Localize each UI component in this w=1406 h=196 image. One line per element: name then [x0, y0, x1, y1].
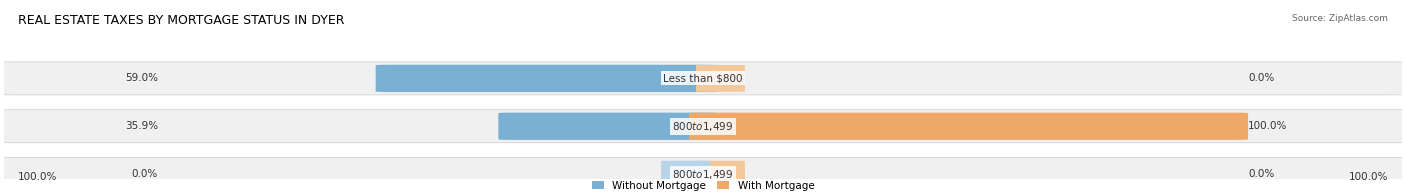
Text: $800 to $1,499: $800 to $1,499 — [672, 168, 734, 181]
FancyBboxPatch shape — [0, 110, 1406, 143]
FancyBboxPatch shape — [661, 161, 710, 188]
Text: 0.0%: 0.0% — [1249, 169, 1274, 179]
Text: Less than $800: Less than $800 — [664, 73, 742, 83]
Text: 0.0%: 0.0% — [1249, 73, 1274, 83]
FancyBboxPatch shape — [375, 65, 717, 92]
Legend: Without Mortgage, With Mortgage: Without Mortgage, With Mortgage — [588, 176, 818, 195]
Text: 59.0%: 59.0% — [125, 73, 157, 83]
Text: 100.0%: 100.0% — [1249, 121, 1288, 131]
FancyBboxPatch shape — [498, 113, 717, 140]
FancyBboxPatch shape — [0, 62, 1406, 95]
Text: REAL ESTATE TAXES BY MORTGAGE STATUS IN DYER: REAL ESTATE TAXES BY MORTGAGE STATUS IN … — [18, 14, 344, 27]
FancyBboxPatch shape — [689, 113, 1249, 140]
Text: 100.0%: 100.0% — [1348, 172, 1388, 182]
Text: 100.0%: 100.0% — [18, 172, 58, 182]
Text: Source: ZipAtlas.com: Source: ZipAtlas.com — [1292, 14, 1388, 23]
Text: $800 to $1,499: $800 to $1,499 — [672, 120, 734, 133]
FancyBboxPatch shape — [696, 161, 745, 188]
Text: 0.0%: 0.0% — [132, 169, 157, 179]
FancyBboxPatch shape — [696, 65, 745, 92]
FancyBboxPatch shape — [0, 158, 1406, 191]
Text: 35.9%: 35.9% — [125, 121, 157, 131]
